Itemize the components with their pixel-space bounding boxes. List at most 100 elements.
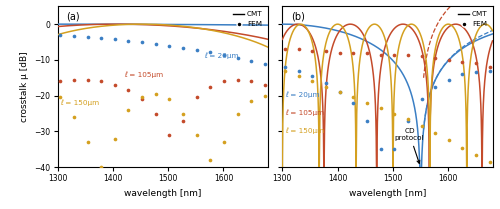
Point [192,96,200,99]
Point [308,80,316,83]
Point [431,131,439,135]
Point [138,96,146,99]
Point [390,112,398,115]
Point [70,34,78,37]
Point [472,153,480,156]
Point [472,71,480,74]
Point [458,73,466,76]
Text: (a): (a) [66,11,80,21]
Point [390,53,398,56]
Point [97,80,105,83]
Point [56,80,64,83]
Point [97,36,105,40]
Point [404,119,412,122]
Legend: CMT, FEM: CMT, FEM [232,10,264,28]
Point [458,146,466,149]
Point [281,69,289,72]
Point [418,98,426,101]
Point [166,98,173,101]
Point [124,39,132,42]
Point [336,90,344,94]
Point [261,94,269,97]
Point [486,160,494,163]
Point [418,124,426,128]
Point [179,46,187,49]
Point [220,80,228,83]
Point [350,51,358,54]
Y-axis label: crosstalk μ [dB]: crosstalk μ [dB] [20,51,29,122]
Point [404,53,412,56]
Text: ℓ = 150μm: ℓ = 150μm [285,128,324,134]
Point [486,65,494,69]
Text: ℓ = 105μm: ℓ = 105μm [285,110,324,116]
Point [261,62,269,66]
Point [445,78,453,81]
Point [166,133,173,137]
Point [336,51,344,54]
Point [431,56,439,60]
Point [234,56,241,59]
Point [261,83,269,87]
Point [445,58,453,62]
Point [247,59,255,62]
Point [234,112,241,115]
Point [220,53,228,57]
Point [166,44,173,47]
Point [350,96,358,99]
Text: ℓ = 20μm: ℓ = 20μm [285,92,320,98]
Point [206,85,214,88]
Point [281,65,289,69]
Point [84,35,92,38]
Point [295,74,303,78]
Point [376,53,384,56]
X-axis label: wavelength [nm]: wavelength [nm] [348,189,426,198]
Point [179,119,187,122]
Point [192,133,200,137]
Point [336,90,344,94]
Point [220,140,228,144]
Point [308,49,316,53]
Point [70,78,78,81]
Legend: CMT, FEM: CMT, FEM [456,10,489,28]
Point [295,47,303,51]
Point [152,92,160,96]
Point [390,148,398,151]
Point [234,78,241,81]
Point [363,119,371,122]
Point [206,51,214,54]
Point [376,107,384,110]
Point [138,40,146,44]
Point [84,78,92,81]
Point [322,49,330,53]
Point [111,83,119,87]
Point [445,139,453,142]
Point [111,37,119,41]
Point [295,69,303,72]
Point [111,137,119,140]
Point [458,60,466,63]
Point [56,96,64,99]
Text: ℓ = 105μm: ℓ = 105μm [124,71,163,78]
Point [322,82,330,85]
Point [281,47,289,51]
Point [322,85,330,88]
Point [486,69,494,72]
Point [152,42,160,46]
Point [308,74,316,78]
Point [247,80,255,83]
Point [84,140,92,144]
Point [56,33,64,37]
Point [179,112,187,115]
Point [472,62,480,65]
Text: ℓ = 150μm: ℓ = 150μm [60,99,100,106]
Text: (b): (b) [291,11,304,21]
Point [350,101,358,104]
Point [138,98,146,101]
Point [124,108,132,112]
Point [376,148,384,151]
Point [363,101,371,104]
Point [192,48,200,52]
Point [418,55,426,58]
Point [97,166,105,169]
Point [247,99,255,103]
